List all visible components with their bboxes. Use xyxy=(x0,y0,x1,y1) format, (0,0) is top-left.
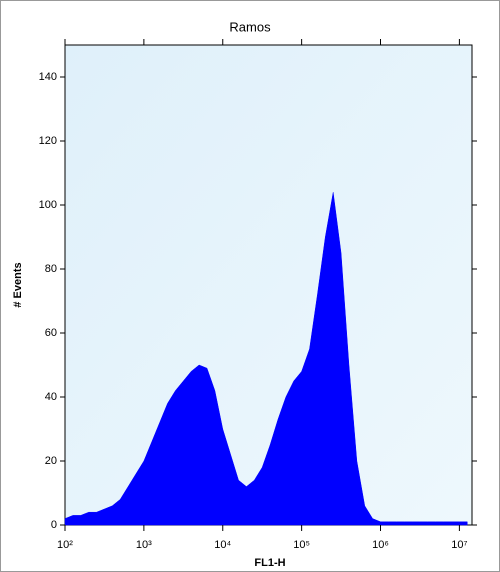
x-axis-label: FL1-H xyxy=(254,557,285,569)
x-tick-label: 10⁷ xyxy=(451,539,467,551)
y-tick-label: 140 xyxy=(39,71,57,83)
x-tick-label: 10⁵ xyxy=(293,539,310,551)
x-tick-label: 10² xyxy=(57,539,73,551)
x-tick-label: 10⁴ xyxy=(214,539,231,551)
y-axis-label: # Events xyxy=(12,262,24,307)
y-tick-label: 80 xyxy=(45,263,57,275)
y-tick-label: 20 xyxy=(45,455,57,467)
y-tick-label: 40 xyxy=(45,391,57,403)
y-tick-label: 0 xyxy=(51,519,57,531)
x-tick-label: 10⁶ xyxy=(372,539,389,551)
y-tick-label: 100 xyxy=(39,199,57,211)
y-tick-label: 60 xyxy=(45,327,57,339)
x-tick-label: 10³ xyxy=(136,539,152,551)
chart-title: Ramos xyxy=(229,19,271,34)
histogram-area xyxy=(64,192,468,526)
plot-area xyxy=(64,44,473,526)
y-tick-label: 120 xyxy=(39,135,57,147)
